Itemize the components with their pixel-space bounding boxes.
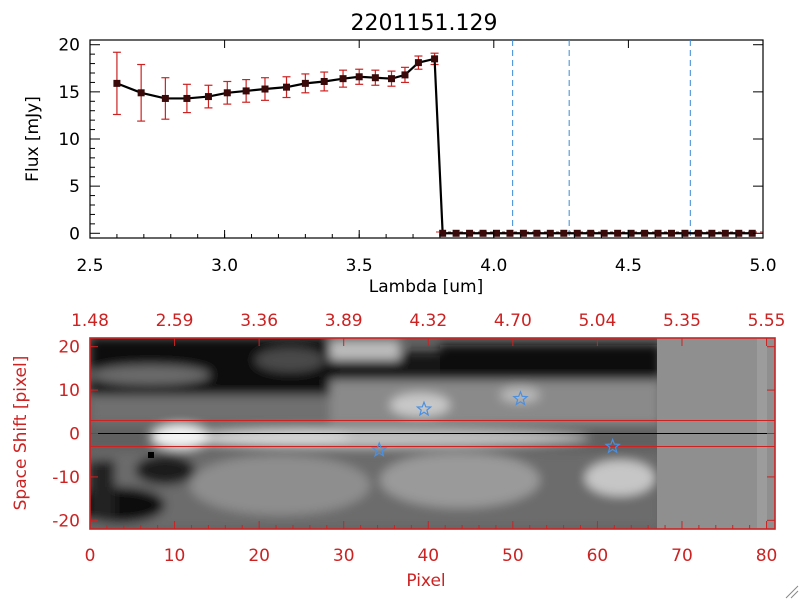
data-point-7 [261, 85, 269, 93]
y-tick-label-4: 20 [58, 36, 80, 56]
data-point-24 [519, 229, 527, 237]
data-point-28 [573, 229, 581, 237]
data-point-10 [320, 77, 328, 85]
data-point-32 [627, 229, 635, 237]
data-point-2 [161, 94, 169, 102]
data-point-1 [137, 89, 145, 97]
data-point-3 [183, 94, 191, 102]
data-point-5 [223, 89, 231, 97]
data-point-18 [439, 229, 447, 237]
shift-tick-label-2: 0 [69, 425, 80, 445]
flux-plot: 2.5 3.0 3.5 4.0 4.5 5.0 0 5 10 15 20 [58, 36, 776, 276]
wavelength-tick-label-6: 5.04 [578, 311, 616, 331]
pixel-tick-label-1: 10 [164, 546, 186, 566]
pixel-tick-label-4: 40 [417, 546, 439, 566]
data-point-14 [388, 75, 396, 83]
wavelength-tick-label-0: 1.48 [71, 311, 109, 331]
star-marker-3 [604, 437, 621, 454]
x-tick-label-5: 5.0 [749, 256, 776, 276]
star-marker-0 [370, 441, 388, 458]
flux-plot-frame [89, 39, 764, 239]
shift-tick-label-0: 20 [58, 338, 80, 358]
wavelength-tick-label-2: 3.36 [240, 311, 278, 331]
space-shift-axis-label: Space Shift [pixel] [11, 356, 31, 511]
star-marker-1 [415, 400, 433, 417]
x-tick-label-4: 4.5 [615, 256, 642, 276]
data-point-38 [708, 229, 716, 237]
shift-tick-label-1: 10 [58, 381, 80, 401]
data-point-21 [479, 229, 487, 237]
data-point-0 [113, 79, 121, 87]
data-point-30 [600, 229, 608, 237]
data-point-27 [560, 229, 568, 237]
data-point-29 [587, 229, 595, 237]
y-tick-label-2: 10 [58, 130, 80, 150]
resize-grip-icon [785, 585, 799, 599]
x-tick-label-3: 4.0 [480, 256, 507, 276]
pixel-tick-label-6: 60 [587, 546, 609, 566]
data-point-17 [431, 55, 439, 63]
y-tick-label-0: 0 [69, 224, 80, 244]
data-point-6 [242, 87, 250, 95]
data-point-12 [355, 73, 363, 81]
data-point-9 [301, 79, 309, 87]
data-point-31 [614, 229, 622, 237]
data-point-23 [506, 229, 514, 237]
spectral-image [90, 338, 775, 529]
data-point-11 [339, 75, 347, 83]
data-point-37 [694, 229, 702, 237]
data-point-13 [371, 74, 379, 82]
wavelength-tick-label-8: 5.55 [748, 311, 786, 331]
data-point-16 [414, 59, 422, 67]
wavelength-tick-label-5: 4.70 [494, 311, 532, 331]
pixel-tick-label-8: 80 [756, 546, 778, 566]
x-axis-label: Lambda [um] [369, 277, 483, 297]
data-point-41 [748, 229, 756, 237]
x-tick-label-0: 2.5 [76, 256, 103, 276]
data-point-26 [546, 229, 554, 237]
data-point-22 [492, 229, 500, 237]
star-marker-2 [512, 390, 529, 406]
pixel-tick-label-3: 30 [333, 546, 355, 566]
wavelength-tick-label-4: 4.32 [409, 311, 447, 331]
data-point-15 [401, 71, 409, 79]
data-point-8 [283, 83, 291, 91]
pixel-tick-label-0: 0 [85, 546, 96, 566]
data-point-35 [667, 229, 675, 237]
data-point-19 [452, 229, 460, 237]
shift-tick-label-3: -10 [52, 468, 80, 488]
pixel-tick-label-2: 20 [248, 546, 270, 566]
y-tick-label-1: 5 [69, 177, 80, 197]
image-texture [90, 338, 660, 529]
y-axis-label: Flux [mJy] [23, 96, 43, 182]
data-point-25 [533, 229, 541, 237]
x-tick-label-2: 3.5 [346, 256, 373, 276]
wavelength-tick-label-3: 3.89 [325, 311, 363, 331]
data-point-36 [681, 229, 689, 237]
y-tick-label-3: 15 [58, 83, 80, 103]
data-point-39 [721, 229, 729, 237]
chart-title: 2201151.129 [351, 11, 498, 36]
dark-pixel [148, 452, 154, 458]
pixel-axis-label: Pixel [406, 571, 445, 591]
wavelength-tick-label-7: 5.35 [663, 311, 701, 331]
data-point-34 [654, 229, 662, 237]
pixel-tick-label-7: 70 [671, 546, 693, 566]
shift-tick-label-4: -20 [52, 511, 80, 531]
x-tick-label-1: 3.0 [211, 256, 238, 276]
data-point-40 [735, 229, 743, 237]
data-point-20 [466, 229, 474, 237]
pixel-tick-label-5: 50 [502, 546, 524, 566]
data-point-33 [641, 229, 649, 237]
wavelength-tick-label-1: 2.59 [156, 311, 194, 331]
data-point-4 [204, 93, 212, 101]
